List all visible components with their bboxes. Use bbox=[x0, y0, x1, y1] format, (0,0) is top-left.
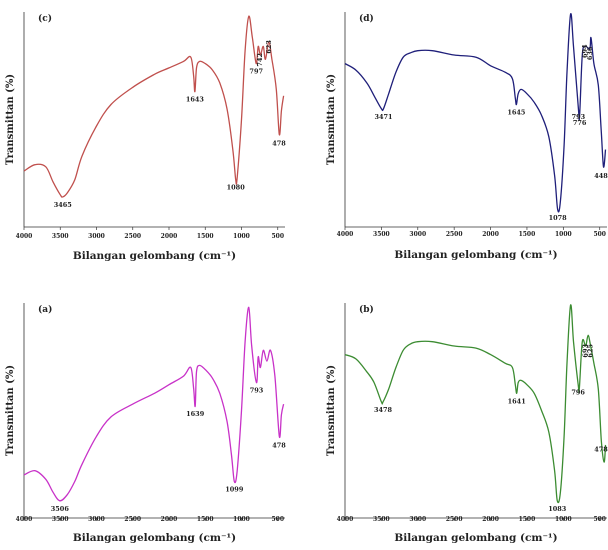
x-tick-label: 1000 bbox=[233, 516, 250, 523]
y-axis-label: Transmittan (%) bbox=[5, 74, 16, 165]
peak-label: 793 bbox=[250, 387, 264, 395]
x-tick-label: 2500 bbox=[446, 231, 463, 238]
x-tick-label: 3000 bbox=[409, 516, 426, 523]
x-tick-label: 3000 bbox=[88, 516, 105, 523]
peak-label: 3506 bbox=[51, 505, 70, 513]
x-axis-label: Bilangan gelombang (cm⁻¹) bbox=[73, 532, 236, 544]
panel-label: (a) bbox=[38, 304, 52, 315]
x-tick-label: 500 bbox=[271, 516, 284, 523]
x-tick-label: 500 bbox=[593, 231, 606, 238]
peak-label: 776 bbox=[573, 119, 587, 127]
peak-label: 636 bbox=[586, 46, 594, 60]
chart-panel: 4000 3500 3000 2500 2000 1500 1000 500 (c) Transm… bbox=[5, 12, 286, 262]
peak-label: 478 bbox=[272, 140, 286, 148]
x-tick-label: 1000 bbox=[555, 231, 572, 238]
x-tick-label: 2500 bbox=[124, 233, 141, 240]
x-tick-label: 1500 bbox=[519, 231, 536, 238]
x-tick-label: 1500 bbox=[519, 516, 536, 523]
x-tick-label: 3500 bbox=[373, 516, 390, 523]
y-axis-label: Transmittan (%) bbox=[326, 365, 337, 456]
spectrum-line bbox=[23, 15, 285, 198]
x-tick-label: 2500 bbox=[446, 516, 463, 523]
peak-label: 3478 bbox=[374, 406, 393, 414]
x-tick-label: 2000 bbox=[482, 516, 499, 523]
x-tick-label: 4000 bbox=[16, 516, 33, 523]
y-axis-label: Transmittan (%) bbox=[5, 365, 16, 456]
x-tick-label: 3500 bbox=[52, 233, 69, 240]
peak-label: 1641 bbox=[508, 397, 526, 405]
x-tick-label: 500 bbox=[271, 233, 284, 240]
peak-label: 1643 bbox=[186, 96, 205, 104]
x-axis-label: Bilangan gelombang (cm⁻¹) bbox=[394, 532, 557, 544]
chart-panel: 4000 3500 3000 2500 2000 1500 1000 500 (d) Transm… bbox=[326, 12, 608, 261]
panel-label: (d) bbox=[359, 13, 374, 24]
peak-label: 1639 bbox=[186, 410, 205, 418]
peak-label: 478 bbox=[594, 446, 608, 454]
peak-label: 448 bbox=[594, 172, 608, 180]
peak-label: 625 bbox=[587, 344, 595, 358]
x-tick-label: 1500 bbox=[197, 233, 214, 240]
peak-label: 742 bbox=[256, 53, 264, 67]
peak-label: 693 bbox=[582, 344, 590, 358]
peak-label: 3465 bbox=[54, 201, 73, 209]
x-axis-label: Bilangan gelombang (cm⁻¹) bbox=[73, 250, 236, 262]
x-tick-label: 2000 bbox=[161, 233, 178, 240]
chart-panel: 4000 3500 3000 2500 2000 1500 1000 500 (a) Transm… bbox=[5, 303, 286, 544]
peak-label: 1078 bbox=[549, 214, 568, 222]
peak-label: 623 bbox=[265, 40, 273, 54]
y-axis-label: Transmittan (%) bbox=[326, 74, 337, 165]
peak-label: 1099 bbox=[225, 485, 244, 493]
x-tick-label: 4000 bbox=[337, 516, 354, 523]
chart-panel: 4000 3500 3000 2500 2000 1500 1000 500 (b) Transm… bbox=[326, 303, 608, 544]
peak-label: 3471 bbox=[374, 113, 392, 121]
x-tick-label: 500 bbox=[593, 516, 606, 523]
x-axis-label: Bilangan gelombang (cm⁻¹) bbox=[394, 249, 557, 261]
panel-label: (b) bbox=[359, 304, 374, 315]
x-tick-label: 4000 bbox=[16, 233, 33, 240]
x-tick-label: 3500 bbox=[52, 516, 69, 523]
x-tick-label: 1000 bbox=[555, 516, 572, 523]
x-tick-label: 2000 bbox=[482, 231, 499, 238]
x-tick-label: 4000 bbox=[337, 231, 354, 238]
x-tick-label: 2500 bbox=[124, 516, 141, 523]
peak-label: 796 bbox=[571, 389, 585, 397]
x-tick-label: 2000 bbox=[161, 516, 178, 523]
peak-label: 793 bbox=[572, 113, 586, 121]
spectrum-line bbox=[23, 306, 285, 502]
peak-label: 797 bbox=[249, 68, 263, 76]
spectrum-line bbox=[344, 304, 607, 504]
peak-label: 1083 bbox=[548, 505, 567, 513]
x-tick-label: 3000 bbox=[409, 231, 426, 238]
x-tick-label: 1500 bbox=[197, 516, 214, 523]
x-tick-label: 3500 bbox=[373, 231, 390, 238]
panel-label: (c) bbox=[38, 13, 52, 24]
peak-label: 694 bbox=[581, 44, 589, 58]
x-tick-label: 3000 bbox=[88, 233, 105, 240]
peak-label: 1645 bbox=[507, 108, 526, 116]
peak-label: 1080 bbox=[227, 184, 246, 192]
peak-label: 478 bbox=[272, 441, 286, 449]
spectrum-line bbox=[344, 13, 607, 213]
x-tick-label: 1000 bbox=[233, 233, 250, 240]
